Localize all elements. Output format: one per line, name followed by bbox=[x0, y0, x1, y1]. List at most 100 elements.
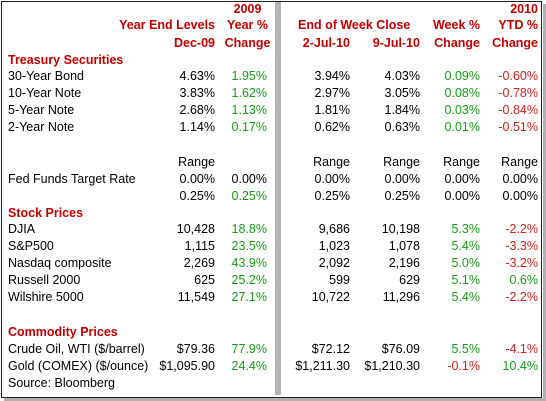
dec09-value: 625 bbox=[194, 273, 215, 287]
dec09-value: 1.14% bbox=[179, 120, 215, 134]
jul2-value: $1,211.30 bbox=[295, 359, 350, 373]
dec09-value: 11,549 bbox=[177, 290, 215, 304]
dec09-value: 2,269 bbox=[183, 256, 215, 270]
range-label: Range bbox=[443, 155, 480, 169]
jul2-value: 599 bbox=[329, 273, 350, 287]
jul2-value: 9,686 bbox=[318, 222, 350, 236]
year-change-value: 1.62% bbox=[231, 86, 267, 100]
year-change-value: 43.9% bbox=[231, 256, 267, 270]
ytd-change-value: -2.2% bbox=[505, 290, 538, 304]
dec09-value: 0.00% bbox=[179, 172, 215, 186]
jul2-value: 2,092 bbox=[318, 256, 350, 270]
week-change-value: 0.08% bbox=[444, 86, 480, 100]
jul2-value: 10,722 bbox=[311, 290, 350, 304]
year-change-value: 0.17% bbox=[231, 120, 267, 134]
year-change-value: 0.00% bbox=[231, 172, 267, 186]
ytd-change-value: 0.00% bbox=[502, 172, 538, 186]
section-treasury-securities: Treasury Securities bbox=[8, 53, 124, 67]
jul9-value: 3.05% bbox=[384, 86, 420, 100]
year-change-value: 24.4% bbox=[231, 359, 267, 373]
ytd-change-value: 0.00% bbox=[502, 189, 538, 203]
frame-shadow-bottom bbox=[4, 398, 546, 401]
jul9-value: 2,196 bbox=[388, 256, 420, 270]
week-change-value: 0.03% bbox=[444, 103, 480, 117]
jul9-value: 0.00% bbox=[384, 172, 420, 186]
week-change-value: 5.3% bbox=[451, 222, 481, 236]
jul2-value: $72.12 bbox=[311, 342, 350, 356]
week-change-value: 5.5% bbox=[451, 342, 481, 356]
header-ytd-pct: YTD % bbox=[498, 18, 538, 32]
jul9-value: 4.03% bbox=[384, 69, 420, 83]
dec09-value: 4.63% bbox=[179, 69, 215, 83]
ytd-change-value: -0.51% bbox=[498, 120, 538, 134]
row-label: Fed Funds Target Rate bbox=[8, 172, 136, 186]
jul9-value: $1,210.30 bbox=[364, 359, 420, 373]
header-end-of-week-close: End of Week Close bbox=[298, 18, 411, 32]
jul9-value: 1.84% bbox=[384, 103, 420, 117]
dec09-value: 10,428 bbox=[176, 222, 215, 236]
jul2-value: 2.97% bbox=[314, 86, 350, 100]
source-note: Source: Bloomberg bbox=[8, 376, 116, 390]
year-change-value: 77.9% bbox=[231, 342, 267, 356]
section-stock-prices: Stock Prices bbox=[8, 206, 84, 220]
week-change-value: 5.0% bbox=[451, 256, 481, 270]
dec09-value: 1,115 bbox=[184, 239, 215, 253]
row-label: 5-Year Note bbox=[8, 103, 75, 117]
ytd-change-value: 0.6% bbox=[509, 273, 539, 287]
jul2-value: 1,023 bbox=[318, 239, 350, 253]
jul9-value: 0.63% bbox=[384, 120, 420, 134]
year-change-value: 1.95% bbox=[231, 69, 267, 83]
row-label: Nasdaq composite bbox=[8, 256, 112, 270]
year-change-value: 25.2% bbox=[231, 273, 267, 287]
header-week-pct: Week % bbox=[432, 18, 480, 32]
jul9-value: $76.09 bbox=[381, 342, 420, 356]
header-year-end-levels: Year End Levels bbox=[119, 18, 215, 32]
jul9-value: 10,198 bbox=[381, 222, 420, 236]
jul9-value: 0.25% bbox=[384, 189, 420, 203]
week-change-value: 0.09% bbox=[444, 69, 480, 83]
range-label: Range bbox=[383, 155, 420, 169]
header-dec09: Dec-09 bbox=[174, 36, 215, 50]
section-commodity-prices: Commodity Prices bbox=[8, 325, 118, 339]
ytd-change-value: -2.2% bbox=[505, 222, 538, 236]
jul2-value: 0.25% bbox=[314, 189, 350, 203]
row-label: S&P500 bbox=[8, 239, 54, 253]
ytd-change-value: -3.3% bbox=[505, 239, 538, 253]
header-year-pct: Year % bbox=[226, 18, 268, 32]
header-2010: 2010 bbox=[510, 2, 538, 16]
row-label: Wilshire 5000 bbox=[8, 290, 84, 304]
row-label: 30-Year Bond bbox=[8, 69, 84, 83]
week-change-value: -0.1% bbox=[447, 359, 480, 373]
dec09-value: 2.68% bbox=[179, 103, 215, 117]
week-change-value: 5.1% bbox=[451, 273, 481, 287]
week-change-value: 0.00% bbox=[444, 189, 480, 203]
range-label: Range bbox=[501, 155, 538, 169]
week-change-value: 5.4% bbox=[451, 239, 481, 253]
row-label: 10-Year Note bbox=[8, 86, 82, 100]
year-change-value: 23.5% bbox=[231, 239, 267, 253]
dec09-value: 0.25% bbox=[179, 189, 215, 203]
ytd-change-value: -0.84% bbox=[498, 103, 538, 117]
header-jul2: 2-Jul-10 bbox=[302, 36, 350, 50]
header-change-week: Change bbox=[434, 36, 480, 50]
jul9-value: 1,078 bbox=[388, 239, 420, 253]
week-change-value: 0.00% bbox=[444, 172, 480, 186]
row-label: DJIA bbox=[8, 222, 36, 236]
header-change-ytd: Change bbox=[492, 36, 538, 50]
jul9-value: 11,296 bbox=[382, 290, 420, 304]
year-change-value: 0.25% bbox=[231, 189, 267, 203]
year-change-value: 1.13% bbox=[231, 103, 267, 117]
dec09-value: $79.36 bbox=[176, 342, 215, 356]
dec09-value: 3.83% bbox=[179, 86, 215, 100]
ytd-change-value: -3.2% bbox=[505, 256, 538, 270]
week-change-value: 0.01% bbox=[444, 120, 480, 134]
jul2-value: 0.62% bbox=[314, 120, 350, 134]
dec09-value: $1,095.90 bbox=[159, 359, 215, 373]
ytd-change-value: 10.4% bbox=[502, 359, 538, 373]
row-label: Russell 2000 bbox=[8, 273, 81, 287]
header-jul9: 9-Jul-10 bbox=[372, 36, 420, 50]
week-change-value: 5.4% bbox=[451, 290, 481, 304]
frame-shadow-right bbox=[543, 4, 546, 401]
column-divider bbox=[275, 2, 281, 395]
